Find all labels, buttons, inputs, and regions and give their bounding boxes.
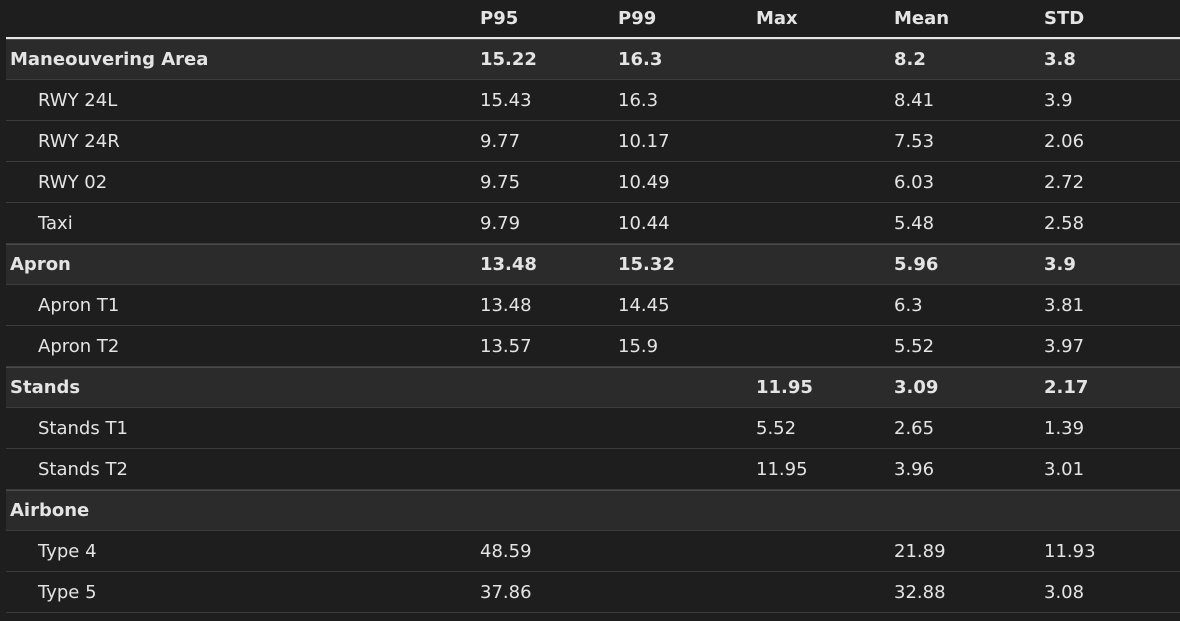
cell-p95: 13.57 [480,335,532,357]
cell-p99: 10.17 [618,130,670,152]
table-row: Type 5 37.86 32.88 3.08 [6,572,1180,613]
cell-label: Type 5 [38,581,97,603]
table-row: Stands T1 5.52 2.65 1.39 [6,408,1180,449]
cell-std: 3.8 [1044,49,1076,70]
cell-std: 2.06 [1044,130,1085,152]
header-std: STD [1044,8,1085,29]
cell-std: 2.17 [1044,377,1089,398]
cell-p99: 10.44 [618,212,670,234]
cell-std: 1.39 [1044,417,1085,439]
cell-std: 3.97 [1044,335,1085,357]
cell-p95: 37.86 [480,581,532,603]
cell-mean: 21.89 [894,540,946,562]
cell-mean: 6.3 [894,294,923,316]
cell-p95: 48.59 [480,540,532,562]
group-row: Maneouvering Area 15.22 16.3 8.2 3.8 [6,39,1180,80]
header-mean: Mean [894,8,950,29]
header-max: Max [756,8,798,29]
cell-p95: 9.77 [480,130,521,152]
group-row: Stands 11.95 3.09 2.17 [6,367,1180,408]
cell-label: Apron [10,254,71,275]
cell-mean: 7.53 [894,130,935,152]
cell-p99: 15.9 [618,335,659,357]
cell-p99: 14.45 [618,294,670,316]
cell-max: 11.95 [756,458,808,480]
cell-mean: 8.2 [894,49,926,70]
cell-std: 3.81 [1044,294,1085,316]
cell-label: Taxi [38,212,73,234]
cell-std: 2.72 [1044,171,1085,193]
cell-mean: 5.96 [894,254,939,275]
group-row: Apron 13.48 15.32 5.96 3.9 [6,244,1180,285]
cell-label: Type 4 [38,540,97,562]
cell-label: Stands [10,377,81,398]
cell-std: 3.9 [1044,254,1076,275]
cell-label: Airbone [10,500,90,521]
cell-max: 5.52 [756,417,797,439]
cell-label: RWY 24R [38,130,120,152]
table-row: RWY 24L 15.43 16.3 8.41 3.9 [6,80,1180,121]
cell-p99: 16.3 [618,89,659,111]
cell-std: 3.01 [1044,458,1085,480]
cell-p99: 10.49 [618,171,670,193]
cell-mean: 3.96 [894,458,935,480]
cell-std: 3.08 [1044,581,1085,603]
cell-mean: 32.88 [894,581,946,603]
cell-label: Apron T1 [38,294,120,316]
header-p99: P99 [618,8,657,29]
cell-mean: 8.41 [894,89,935,111]
table-row: Stands T2 11.95 3.96 3.01 [6,449,1180,490]
cell-label: Apron T2 [38,335,120,357]
table-row: RWY 02 9.75 10.49 6.03 2.72 [6,162,1180,203]
table-row: Type 4 48.59 21.89 11.93 [6,531,1180,572]
cell-mean: 3.09 [894,377,939,398]
cell-p95: 15.43 [480,89,532,111]
cell-mean: 2.65 [894,417,935,439]
cell-label: Stands T1 [38,417,128,439]
cell-label: RWY 02 [38,171,108,193]
cell-p95: 9.79 [480,212,521,234]
header-p95: P95 [480,8,519,29]
cell-mean: 6.03 [894,171,935,193]
cell-p95: 13.48 [480,254,537,275]
cell-label: RWY 24L [38,89,118,111]
group-row: Airbone [6,490,1180,531]
cell-std: 2.58 [1044,212,1085,234]
cell-p95: 15.22 [480,49,537,70]
table-header: P95 P99 Max Mean STD [6,0,1180,39]
cell-p99: 16.3 [618,49,663,70]
cell-p95: 13.48 [480,294,532,316]
cell-p95: 9.75 [480,171,521,193]
cell-std: 11.93 [1044,540,1096,562]
table-row: Apron T2 13.57 15.9 5.52 3.97 [6,326,1180,367]
cell-mean: 5.48 [894,212,935,234]
table-row: Apron T1 13.48 14.45 6.3 3.81 [6,285,1180,326]
cell-std: 3.9 [1044,89,1073,111]
cell-label: Stands T2 [38,458,128,480]
table-body: Maneouvering Area 15.22 16.3 8.2 3.8 RWY 24L 1… [6,39,1180,613]
table-row: Taxi 9.79 10.44 5.48 2.58 [6,203,1180,244]
table-row: RWY 24R 9.77 10.17 7.53 2.06 [6,121,1180,162]
cell-mean: 5.52 [894,335,935,357]
cell-p99: 15.32 [618,254,675,275]
stats-table: P95 P99 Max Mean STD Maneouvering Area 15… [6,0,1180,613]
cell-label: Maneouvering Area [10,49,209,70]
cell-max: 11.95 [756,377,813,398]
